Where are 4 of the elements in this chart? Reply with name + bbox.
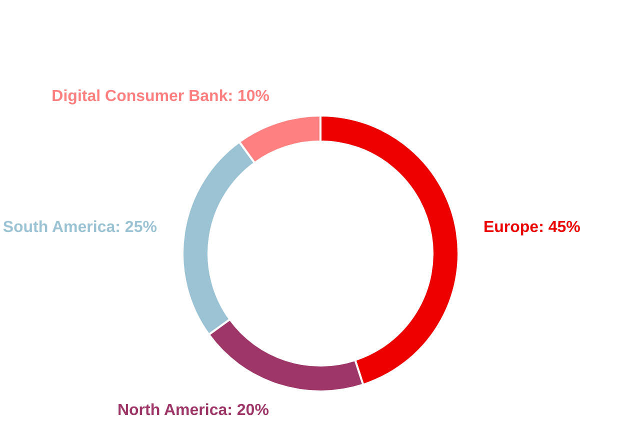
- slice-label: Europe: 45%: [483, 219, 580, 236]
- slice-label: South America: 25%: [2, 219, 157, 236]
- slice-label: Digital Consumer Bank: 10%: [52, 88, 270, 106]
- slice-label: North America: 20%: [117, 402, 269, 419]
